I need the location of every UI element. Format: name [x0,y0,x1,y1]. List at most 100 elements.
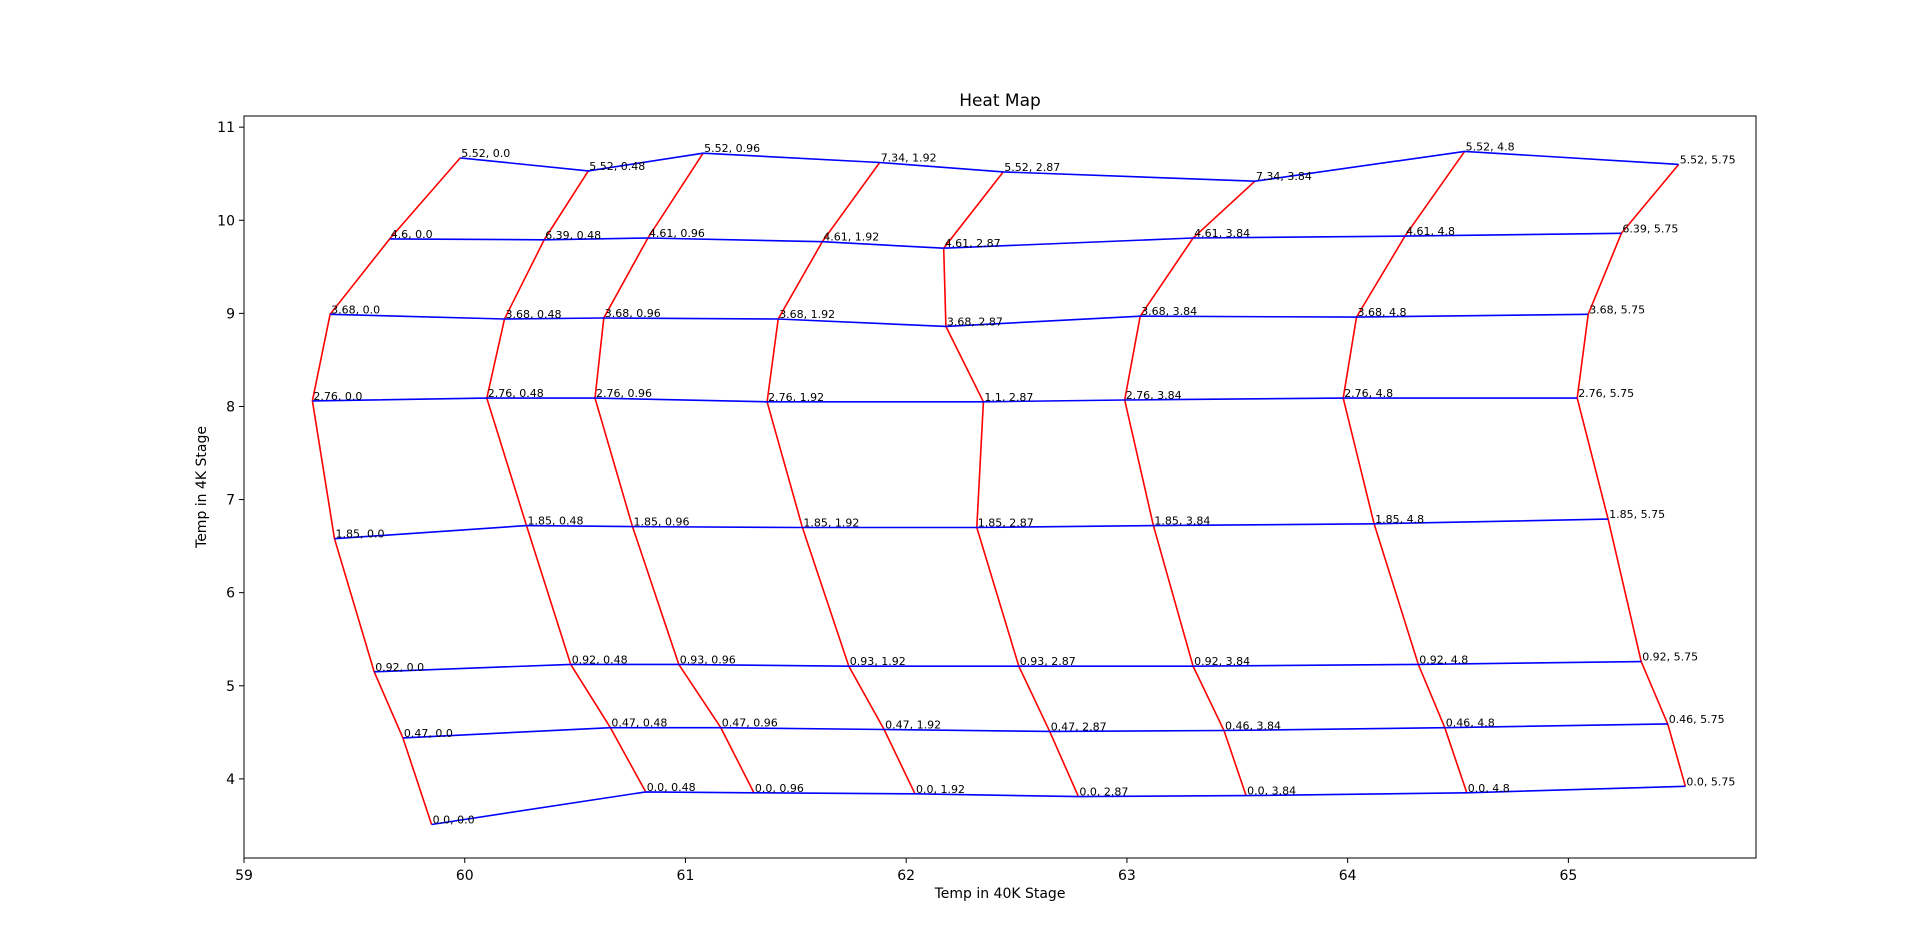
series-line-first-2 [330,313,1589,328]
point-label: 0.0, 0.96 [755,782,804,795]
x-tick-label: 65 [1559,868,1577,884]
y-tick-label: 10 [217,213,235,229]
series-line-first-5 [374,660,1642,673]
point-label: 2.76, 4.8 [1344,387,1393,400]
point-label: 5.52, 4.8 [1466,140,1515,153]
point-label: 2.76, 5.75 [1578,387,1634,400]
y-tick-label: 9 [226,306,235,322]
point-label: 0.93, 1.92 [850,655,906,668]
point-label: 1.85, 3.84 [1154,515,1210,528]
point-label: 6.39, 0.48 [545,229,601,242]
point-label: 3.68, 3.84 [1141,305,1197,318]
point-label: 3.68, 4.8 [1358,306,1407,319]
point-label: 0.92, 0.0 [375,661,424,674]
y-axis-ticks: 4 5 6 7 8 9 10 11 [217,120,244,788]
series-line-first-4 [334,518,1609,540]
point-label: 0.47, 0.48 [611,717,667,730]
x-tick-label: 63 [1118,868,1136,884]
y-axis-title: Temp in 4K Stage [194,426,210,549]
series-line-second-2 [594,152,755,794]
point-label: 0.47, 1.92 [885,719,941,732]
point-label: 1.85, 0.0 [336,528,385,541]
point-label: 5.52, 0.96 [704,142,760,155]
x-axis-ticks: 59 60 61 62 63 64 65 [235,858,1577,884]
point-label: 2.76, 3.84 [1126,389,1182,402]
series-line-first-1 [389,232,1622,250]
x-tick-label: 62 [897,868,915,884]
point-label: 1.85, 0.48 [528,515,584,528]
y-tick-label: 7 [226,493,235,509]
chart-title: Heat Map [959,91,1041,111]
point-label: 1.85, 2.87 [978,517,1034,530]
point-label: 0.47, 2.87 [1051,720,1107,733]
point-label: 0.0, 5.75 [1686,775,1735,788]
series-line-second-5 [1123,180,1256,796]
point-label: 2.76, 0.0 [313,390,362,403]
point-label: 0.0, 2.87 [1079,786,1128,799]
point-label: 0.92, 5.75 [1642,651,1698,664]
plot-frame [243,115,1757,859]
y-tick-label: 6 [226,586,235,602]
point-label: 4.61, 4.8 [1406,225,1455,238]
y-tick-label: 8 [226,399,235,415]
series-line-second-4 [942,171,1080,797]
point-labels-layer: 5.52, 0.0 5.52, 0.48 5.52, 0.96 7.34, 1.92 5… [313,140,1735,826]
point-label: 2.76, 1.92 [768,391,824,404]
point-label: 4.6, 0.0 [391,228,433,241]
series-line-first-3 [312,397,1578,403]
point-label: 3.68, 0.96 [605,307,661,320]
series-line-first-6 [402,723,1668,739]
point-label: 0.93, 0.96 [680,653,736,666]
point-label: 0.0, 4.8 [1468,782,1510,795]
point-label: 1.85, 4.8 [1375,513,1424,526]
x-tick-label: 64 [1339,868,1357,884]
point-label: 0.93, 2.87 [1020,655,1076,668]
point-label: 1.85, 0.96 [634,516,690,529]
point-label: 5.52, 2.87 [1004,161,1060,174]
x-axis-title: Temp in 40K Stage [934,886,1066,902]
point-label: 3.68, 2.87 [947,315,1003,328]
point-label: 6.39, 5.75 [1622,222,1678,235]
series-line-second-7 [1576,163,1687,787]
point-label: 0.46, 4.8 [1446,717,1495,730]
series-line-first-7 [431,785,1686,826]
point-label: 3.68, 0.48 [506,308,562,321]
point-label: 0.0, 3.84 [1247,785,1296,798]
series-line-second-6 [1342,150,1468,794]
point-label: 4.61, 3.84 [1194,227,1250,240]
point-label: 0.46, 3.84 [1225,720,1281,733]
point-label: 5.52, 0.48 [589,160,645,173]
point-label: 7.34, 3.84 [1256,170,1312,183]
y-tick-label: 5 [226,679,235,695]
point-label: 0.0, 0.0 [433,814,475,827]
point-label: 0.0, 0.48 [647,781,696,794]
point-label: 0.92, 0.48 [572,653,628,666]
x-tick-label: 59 [235,868,253,884]
series-line-second-3 [766,162,916,795]
y-tick-label: 4 [226,772,235,788]
x-tick-label: 60 [456,868,474,884]
point-label: 4.61, 0.96 [649,227,705,240]
y-tick-label: 11 [217,120,235,136]
point-label: 1.1, 2.87 [984,391,1033,404]
point-label: 3.68, 1.92 [779,308,835,321]
point-label: 5.52, 5.75 [1680,153,1736,166]
point-label: 3.68, 5.75 [1589,303,1645,316]
point-label: 0.46, 5.75 [1669,713,1725,726]
point-label: 1.85, 5.75 [1609,508,1665,521]
point-label: 0.47, 0.0 [404,727,453,740]
point-label: 1.85, 1.92 [803,517,859,530]
series-line-second-0 [311,157,461,825]
point-label: 0.92, 4.8 [1419,653,1468,666]
point-label: 3.68, 0.0 [331,303,380,316]
series-line-second-1 [485,170,647,793]
grid-lines-layer [311,150,1687,826]
point-label: 0.47, 0.96 [722,717,778,730]
point-label: 2.76, 0.48 [488,387,544,400]
x-tick-label: 61 [677,868,695,884]
point-label: 4.61, 1.92 [823,231,879,244]
point-label: 0.0, 1.92 [916,783,965,796]
point-label: 5.52, 0.0 [461,147,510,160]
